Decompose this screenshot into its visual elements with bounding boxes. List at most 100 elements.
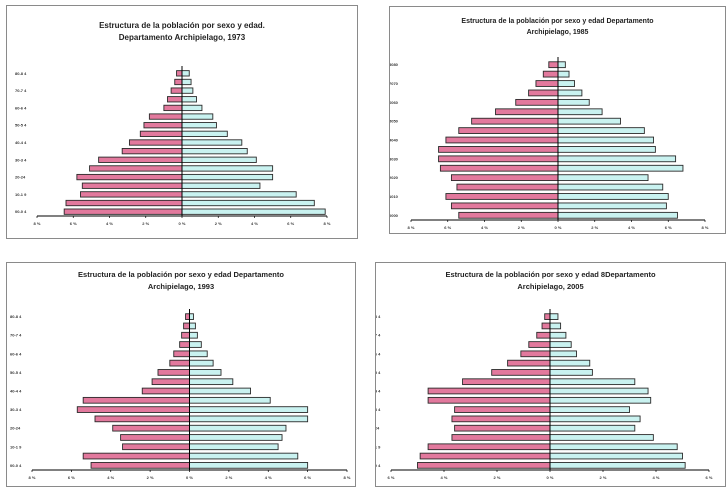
y-tick-label: 30-3 4: [376, 407, 381, 412]
chart-title-line-2: Archipielago, 1993: [147, 282, 215, 291]
bar-female-50-54: [189, 369, 222, 376]
y-tick-label: 50-5 4: [376, 370, 381, 375]
x-tick-label: 4 %: [441, 475, 448, 480]
bar-male-20-24: [112, 424, 190, 432]
y-tick-label: 80-8 4: [10, 314, 22, 319]
bar-male-75-79: [174, 78, 183, 86]
x-tick-label: 2 %: [600, 475, 607, 480]
x-tick-label: 4 %: [265, 475, 272, 480]
bar-female-55-59: [549, 359, 591, 367]
x-tick-label: 2 %: [142, 221, 149, 226]
bar-female-25-29: [557, 164, 684, 172]
bar-female-10-14: [557, 193, 669, 200]
bar-male-40-44: [445, 136, 559, 144]
bar-female-60-64: [549, 350, 577, 358]
bar-male-25-29: [89, 165, 183, 172]
bar-male-45-49: [139, 130, 183, 137]
pyramid-panel-2005: Estructura de la población por sexo y ed…: [375, 262, 726, 487]
y-tick-label: 30-3 4: [10, 407, 22, 412]
x-tick-label: 0 %: [186, 475, 193, 480]
bar-female-65-69: [557, 89, 583, 97]
bar-male-80-84: [185, 313, 190, 320]
bar-male-35-39: [438, 146, 559, 153]
bar-female-75-79: [557, 70, 570, 78]
y-tick-label: 00-0 4: [376, 463, 381, 468]
bar-female-20-24: [557, 174, 649, 182]
bar-male-80-84: [544, 313, 551, 320]
bar-male-60-64: [173, 350, 190, 358]
y-tick-label: 7070: [390, 81, 399, 86]
y-tick-label: 70-7 4: [15, 88, 27, 93]
bar-male-35-39: [121, 148, 183, 155]
bar-female-60-64: [557, 98, 590, 106]
x-tick-label: 0 %: [555, 225, 562, 230]
bar-male-10-14: [445, 193, 559, 200]
bar-male-15-19: [451, 434, 551, 441]
bar-female-40-44: [189, 387, 251, 395]
bar-female-80-84: [549, 313, 559, 320]
chart-title: Estructura de la población por sexo y ed…: [390, 16, 725, 38]
bar-male-15-19: [120, 434, 190, 441]
y-tick-label: 40-4 4: [10, 389, 22, 394]
x-tick-label: 2 %: [225, 475, 232, 480]
chart-title: Estructura de la población por sexo y ed…: [7, 20, 357, 44]
bar-female-55-59: [181, 113, 214, 120]
bar-male-40-44: [128, 139, 183, 146]
bar-female-15-19: [549, 434, 654, 441]
bar-female-70-74: [189, 331, 198, 339]
y-tick-label: 60-6 4: [15, 105, 27, 110]
y-tick-label: 60-6 4: [376, 351, 381, 356]
y-tick-label: 40-4 4: [376, 389, 381, 394]
bar-male-15-19: [81, 182, 183, 189]
bar-male-20-24: [450, 174, 559, 182]
pyramid-panel-1985: Estructura de la población por sexo y ed…: [389, 6, 726, 234]
bar-female-50-54: [557, 117, 621, 125]
bar-female-40-44: [181, 139, 243, 146]
bar-female-10-14: [549, 443, 678, 451]
bar-male-50-54: [143, 122, 183, 129]
x-tick-label: 4 %: [653, 475, 660, 480]
bar-male-5-9: [65, 199, 183, 207]
bar-female-80-84: [557, 61, 566, 69]
y-tick-label: 6060: [390, 100, 399, 105]
bar-male-55-59: [148, 113, 183, 120]
bar-female-35-39: [181, 148, 248, 155]
bar-male-0-4: [417, 462, 551, 469]
bar-female-25-29: [189, 415, 309, 423]
bar-female-45-49: [557, 127, 645, 134]
x-tick-label: 0 %: [179, 221, 186, 226]
bar-female-80-84: [181, 70, 190, 77]
bar-female-70-74: [549, 331, 567, 339]
bar-female-45-49: [549, 378, 636, 386]
bar-male-70-74: [170, 87, 183, 94]
y-tick-label: 70-7 4: [376, 333, 381, 338]
bar-male-20-24: [454, 424, 551, 432]
bar-male-70-74: [181, 331, 190, 339]
bar-male-5-9: [450, 202, 559, 210]
bar-male-75-79: [542, 70, 559, 78]
bar-female-15-19: [189, 434, 283, 441]
y-tick-label: 10-1 9: [376, 444, 381, 449]
bar-male-75-79: [183, 322, 190, 330]
x-tick-label: 6 %: [70, 221, 77, 226]
chart-title-line-2: Archipielago, 2005: [517, 282, 584, 291]
x-tick-label: 6 %: [68, 475, 75, 480]
bar-female-0-4: [549, 462, 686, 469]
bar-male-30-34: [98, 156, 183, 163]
bar-female-10-14: [181, 191, 297, 198]
x-tick-label: 4 %: [107, 475, 114, 480]
x-tick-label: 6 %: [388, 475, 395, 480]
bar-male-60-64: [163, 104, 183, 112]
y-tick-label: 4040: [390, 138, 399, 143]
bar-male-20-24: [76, 173, 183, 181]
bar-female-5-9: [181, 199, 315, 207]
bar-male-35-39: [427, 396, 551, 404]
bar-male-65-69: [179, 341, 190, 348]
bar-female-15-19: [557, 183, 664, 191]
bar-female-5-9: [189, 452, 299, 460]
bar-male-80-84: [548, 61, 559, 69]
x-tick-label: 4 %: [251, 221, 258, 226]
bar-male-10-14: [80, 191, 183, 198]
bar-female-40-44: [557, 136, 655, 144]
bar-male-50-54: [471, 117, 559, 125]
